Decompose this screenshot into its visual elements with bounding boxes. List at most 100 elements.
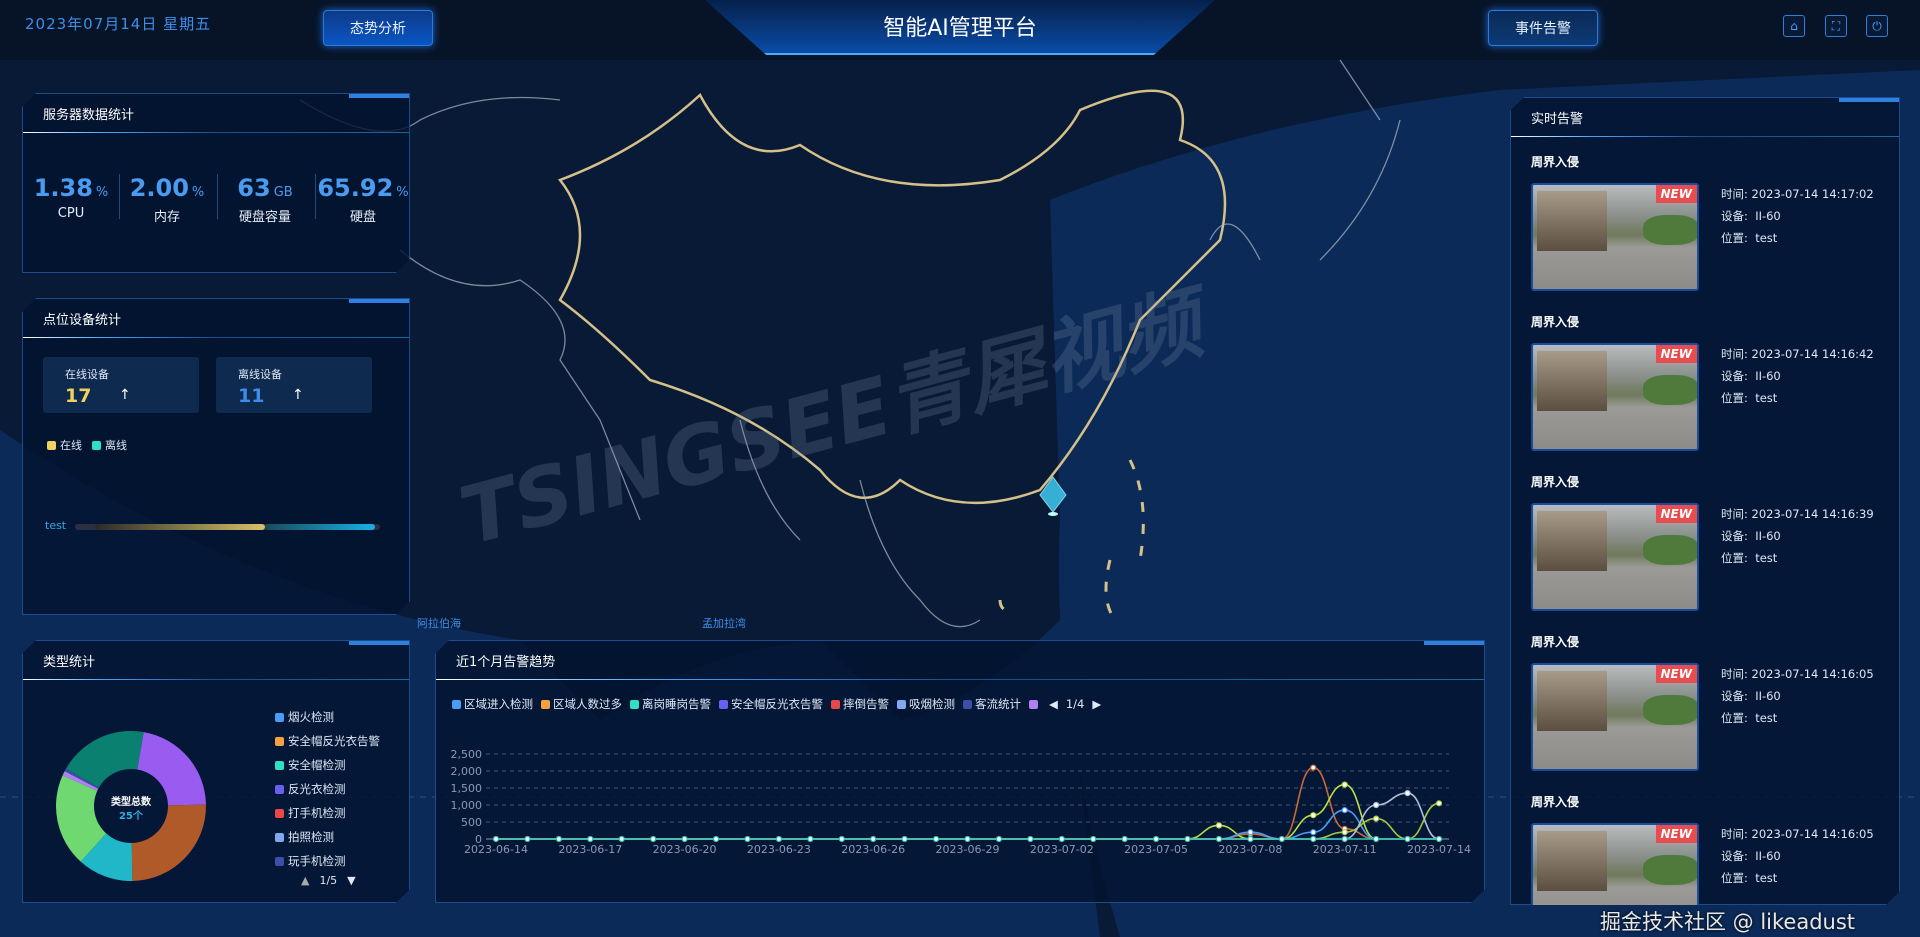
trend-legend-item[interactable]: 区域人数过多	[541, 696, 622, 712]
data-point[interactable]	[745, 837, 750, 842]
legend-offline[interactable]: 离线	[92, 437, 127, 453]
type-legend-item[interactable]: 拍照检测	[275, 829, 380, 845]
fullscreen-icon[interactable]: ⛶	[1825, 15, 1847, 37]
data-point[interactable]	[556, 837, 561, 842]
donut-slice-4[interactable]	[63, 771, 99, 791]
trend-legend-item[interactable]: 吸烟检测	[897, 696, 955, 712]
donut-slice-0[interactable]	[137, 732, 206, 805]
data-point[interactable]	[651, 837, 656, 842]
data-point[interactable]	[1028, 837, 1033, 842]
type-legend-item[interactable]: 反光衣检测	[275, 781, 380, 797]
data-point[interactable]	[1374, 837, 1379, 842]
next-page-icon[interactable]: ▼	[347, 874, 356, 887]
data-point[interactable]	[1216, 823, 1221, 828]
y-tick-label: 1,500	[451, 782, 483, 795]
realtime-alerts-panel: 实时告警 周界入侵 NEW 时间: 2023-07-14 14:17:02 设备…	[1510, 97, 1900, 905]
alert-snapshot[interactable]: NEW	[1531, 183, 1699, 291]
data-point[interactable]	[1437, 801, 1442, 806]
data-point[interactable]	[1154, 837, 1159, 842]
new-badge: NEW	[1656, 185, 1697, 203]
data-point[interactable]	[1405, 837, 1410, 842]
data-point[interactable]	[619, 837, 624, 842]
donut-slice-3[interactable]	[56, 775, 106, 861]
page-title: 智能AI管理平台	[883, 16, 1037, 41]
donut-slice-2[interactable]	[81, 833, 133, 881]
data-point[interactable]	[1311, 765, 1316, 770]
bar-label: test	[45, 519, 67, 532]
situation-analysis-button[interactable]: 态势分析	[323, 10, 433, 46]
data-point[interactable]	[1185, 837, 1190, 842]
data-point[interactable]	[1342, 782, 1347, 787]
donut-slice-1[interactable]	[132, 805, 206, 881]
alert-snapshot[interactable]: NEW	[1531, 503, 1699, 611]
type-legend-item[interactable]: 打手机检测	[275, 805, 380, 821]
data-point[interactable]	[1091, 837, 1096, 842]
trend-legend-item[interactable]: 安全帽反光衣告警	[719, 696, 823, 712]
donut-center-label: 类型总数	[111, 797, 151, 808]
trend-legend-item[interactable]: 离岗睡岗告警	[630, 696, 711, 712]
x-tick-label: 2023-07-02	[1030, 843, 1094, 856]
data-point[interactable]	[1248, 830, 1253, 835]
trend-legend-item[interactable]: 摔倒告警	[831, 696, 889, 712]
data-point[interactable]	[996, 837, 1001, 842]
data-point[interactable]	[1248, 837, 1253, 842]
legend-online[interactable]: 在线	[47, 437, 82, 453]
data-point[interactable]	[1437, 837, 1442, 842]
trend-legend-item[interactable]	[1029, 700, 1041, 709]
type-legend-item[interactable]: 安全帽反光衣告警	[275, 733, 380, 749]
data-point[interactable]	[902, 837, 907, 842]
alert-type: 周界入侵	[1531, 635, 1580, 649]
legend-prev-icon[interactable]: ◀	[1049, 697, 1058, 711]
data-point[interactable]	[776, 837, 781, 842]
type-legend-item[interactable]: 安全帽检测	[275, 757, 380, 773]
data-point[interactable]	[1342, 837, 1347, 842]
data-point[interactable]	[808, 837, 813, 842]
type-legend-item[interactable]: 烟火检测	[275, 709, 380, 725]
donut-center-value: 25个	[119, 811, 143, 822]
alert-snapshot[interactable]: NEW	[1531, 663, 1699, 771]
new-badge: NEW	[1656, 825, 1697, 843]
home-icon[interactable]: ⌂	[1783, 15, 1805, 37]
alert-info: 时间: 2023-07-14 14:16:39 设备: II-60 位置: te…	[1721, 507, 1874, 565]
legend-pager: 1/4	[1065, 697, 1085, 711]
donut-slice-5[interactable]	[65, 769, 99, 789]
data-point[interactable]	[588, 837, 593, 842]
event-alert-button[interactable]: 事件告警	[1488, 10, 1598, 46]
alert-type: 周界入侵	[1531, 795, 1580, 809]
data-point[interactable]	[1216, 837, 1221, 842]
arrow-up-icon: ↑	[119, 387, 131, 403]
location-diamond-icon[interactable]	[1039, 476, 1067, 516]
data-point[interactable]	[494, 837, 499, 842]
data-point[interactable]	[871, 837, 876, 842]
data-point[interactable]	[1311, 813, 1316, 818]
data-point[interactable]	[1311, 837, 1316, 842]
data-point[interactable]	[682, 837, 687, 842]
data-point[interactable]	[965, 837, 970, 842]
data-point[interactable]	[1342, 808, 1347, 813]
legend-pager: 1/5	[319, 874, 338, 887]
data-point[interactable]	[1122, 837, 1127, 842]
series-line-1	[496, 785, 1439, 839]
data-point[interactable]	[714, 837, 719, 842]
prev-page-icon[interactable]: ▲	[301, 874, 310, 887]
data-point[interactable]	[1374, 816, 1379, 821]
data-point[interactable]	[934, 837, 939, 842]
legend-next-icon[interactable]: ▶	[1092, 697, 1102, 711]
alert-type: 周界入侵	[1531, 475, 1580, 489]
trend-legend-item[interactable]: 客流统计	[963, 696, 1021, 712]
data-point[interactable]	[1311, 830, 1316, 835]
data-point[interactable]	[1405, 791, 1410, 796]
offline-devices-card: 离线设备 11 ↑	[216, 357, 372, 413]
data-point[interactable]	[525, 837, 530, 842]
alert-snapshot[interactable]: NEW	[1531, 343, 1699, 451]
panel-title: 类型统计	[43, 655, 96, 670]
data-point[interactable]	[1059, 837, 1064, 842]
data-point[interactable]	[839, 837, 844, 842]
donut-slice-6[interactable]	[66, 731, 144, 788]
data-point[interactable]	[1374, 803, 1379, 808]
data-point[interactable]	[1279, 837, 1284, 842]
trend-legend-item[interactable]: 区域进入检测	[452, 696, 533, 712]
power-icon[interactable]: ⏻	[1866, 15, 1888, 37]
type-legend-item[interactable]: 玩手机检测	[275, 853, 380, 869]
data-point[interactable]	[1342, 830, 1347, 835]
